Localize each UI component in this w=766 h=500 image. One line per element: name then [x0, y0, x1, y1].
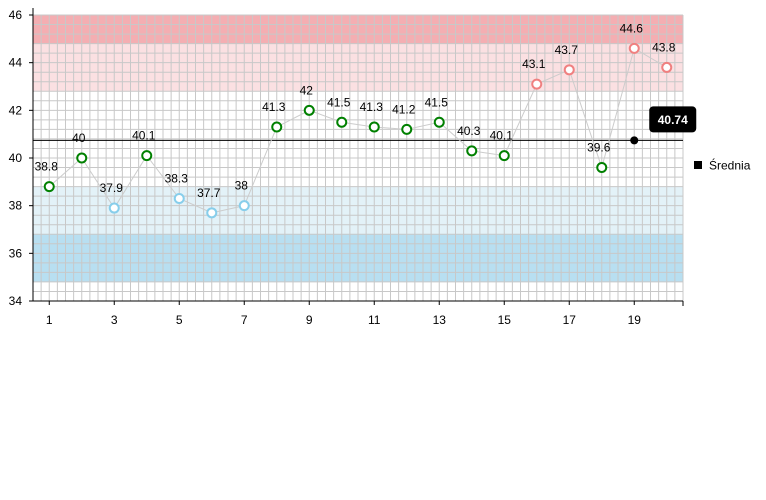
y-tick-label: 40	[9, 151, 23, 165]
data-point	[466, 145, 478, 157]
x-tick-label: 15	[498, 313, 512, 327]
x-tick-label: 1	[46, 313, 53, 327]
data-point	[76, 152, 88, 164]
data-label: 43.7	[555, 43, 579, 57]
data-label: 41.5	[425, 95, 449, 109]
data-point	[498, 150, 510, 162]
data-label: 43.8	[652, 40, 676, 54]
data-point	[433, 116, 445, 128]
x-tick-label: 17	[563, 313, 577, 327]
average-value-tag-box	[649, 106, 697, 133]
series-line	[48, 47, 668, 214]
data-point	[628, 42, 640, 54]
data-point	[206, 207, 218, 219]
average-value-label: 40.74	[658, 113, 688, 127]
legend-label-average: Średnia	[709, 158, 751, 173]
data-label: 44.6	[620, 21, 644, 35]
y-tick-label: 38	[9, 199, 23, 213]
x-tick-label: 9	[306, 313, 313, 327]
data-point	[531, 78, 543, 90]
grid-lines	[32, 14, 684, 302]
data-label: 43.1	[522, 57, 546, 71]
x-axis-ticks: 1 3 5 7 9 11 13 15 17 19	[46, 301, 641, 327]
data-point	[108, 202, 120, 214]
y-tick-label: 36	[9, 246, 23, 260]
y-axis-ticks: 34 36 38 40 42 44 46	[9, 8, 33, 308]
data-label: 41.3	[360, 100, 384, 114]
axes	[32, 8, 684, 306]
data-point	[596, 162, 608, 174]
data-points	[43, 42, 673, 219]
data-point	[238, 200, 250, 212]
data-point	[173, 193, 185, 205]
data-label: 41.3	[262, 100, 286, 114]
x-tick-label: 7	[241, 313, 248, 327]
data-point	[661, 61, 673, 73]
x-tick-label: 19	[628, 313, 642, 327]
x-tick-label: 11	[368, 313, 381, 327]
data-label: 40.3	[457, 124, 481, 138]
x-tick-label: 13	[433, 313, 447, 327]
average-value-tag: 40.74	[649, 106, 697, 133]
data-point	[368, 121, 380, 133]
legend-swatch-average	[694, 161, 702, 169]
x-tick-label: 3	[111, 313, 118, 327]
data-point	[141, 150, 153, 162]
data-label: 37.9	[100, 181, 124, 195]
data-label: 37.7	[197, 186, 221, 200]
data-point	[43, 181, 55, 193]
data-label: 41.5	[327, 95, 351, 109]
data-label: 42	[300, 83, 314, 97]
data-label: 40.1	[132, 129, 156, 143]
data-label: 40.1	[490, 129, 514, 143]
y-tick-label: 42	[9, 103, 23, 117]
data-point	[401, 123, 413, 135]
data-label: 38.8	[35, 160, 59, 174]
y-tick-label: 44	[9, 56, 23, 70]
y-tick-label: 34	[9, 294, 23, 308]
average-marker	[630, 136, 639, 145]
data-labels: 38.8 40 37.9 40.1 38.3 37.7 38 41.3 42 41.5 41.3 41…	[35, 21, 676, 199]
data-label: 39.6	[587, 141, 611, 155]
x-tick-label: 5	[176, 313, 183, 327]
data-label: 41.2	[392, 102, 416, 116]
data-label: 38	[235, 179, 249, 193]
data-point	[271, 121, 283, 133]
data-point	[303, 104, 315, 116]
data-point	[563, 64, 575, 76]
data-point	[336, 116, 348, 128]
data-label: 38.3	[165, 172, 189, 186]
legend[interactable]: Średnia	[694, 158, 751, 173]
y-tick-label: 46	[9, 8, 23, 22]
data-label: 40	[72, 131, 86, 145]
